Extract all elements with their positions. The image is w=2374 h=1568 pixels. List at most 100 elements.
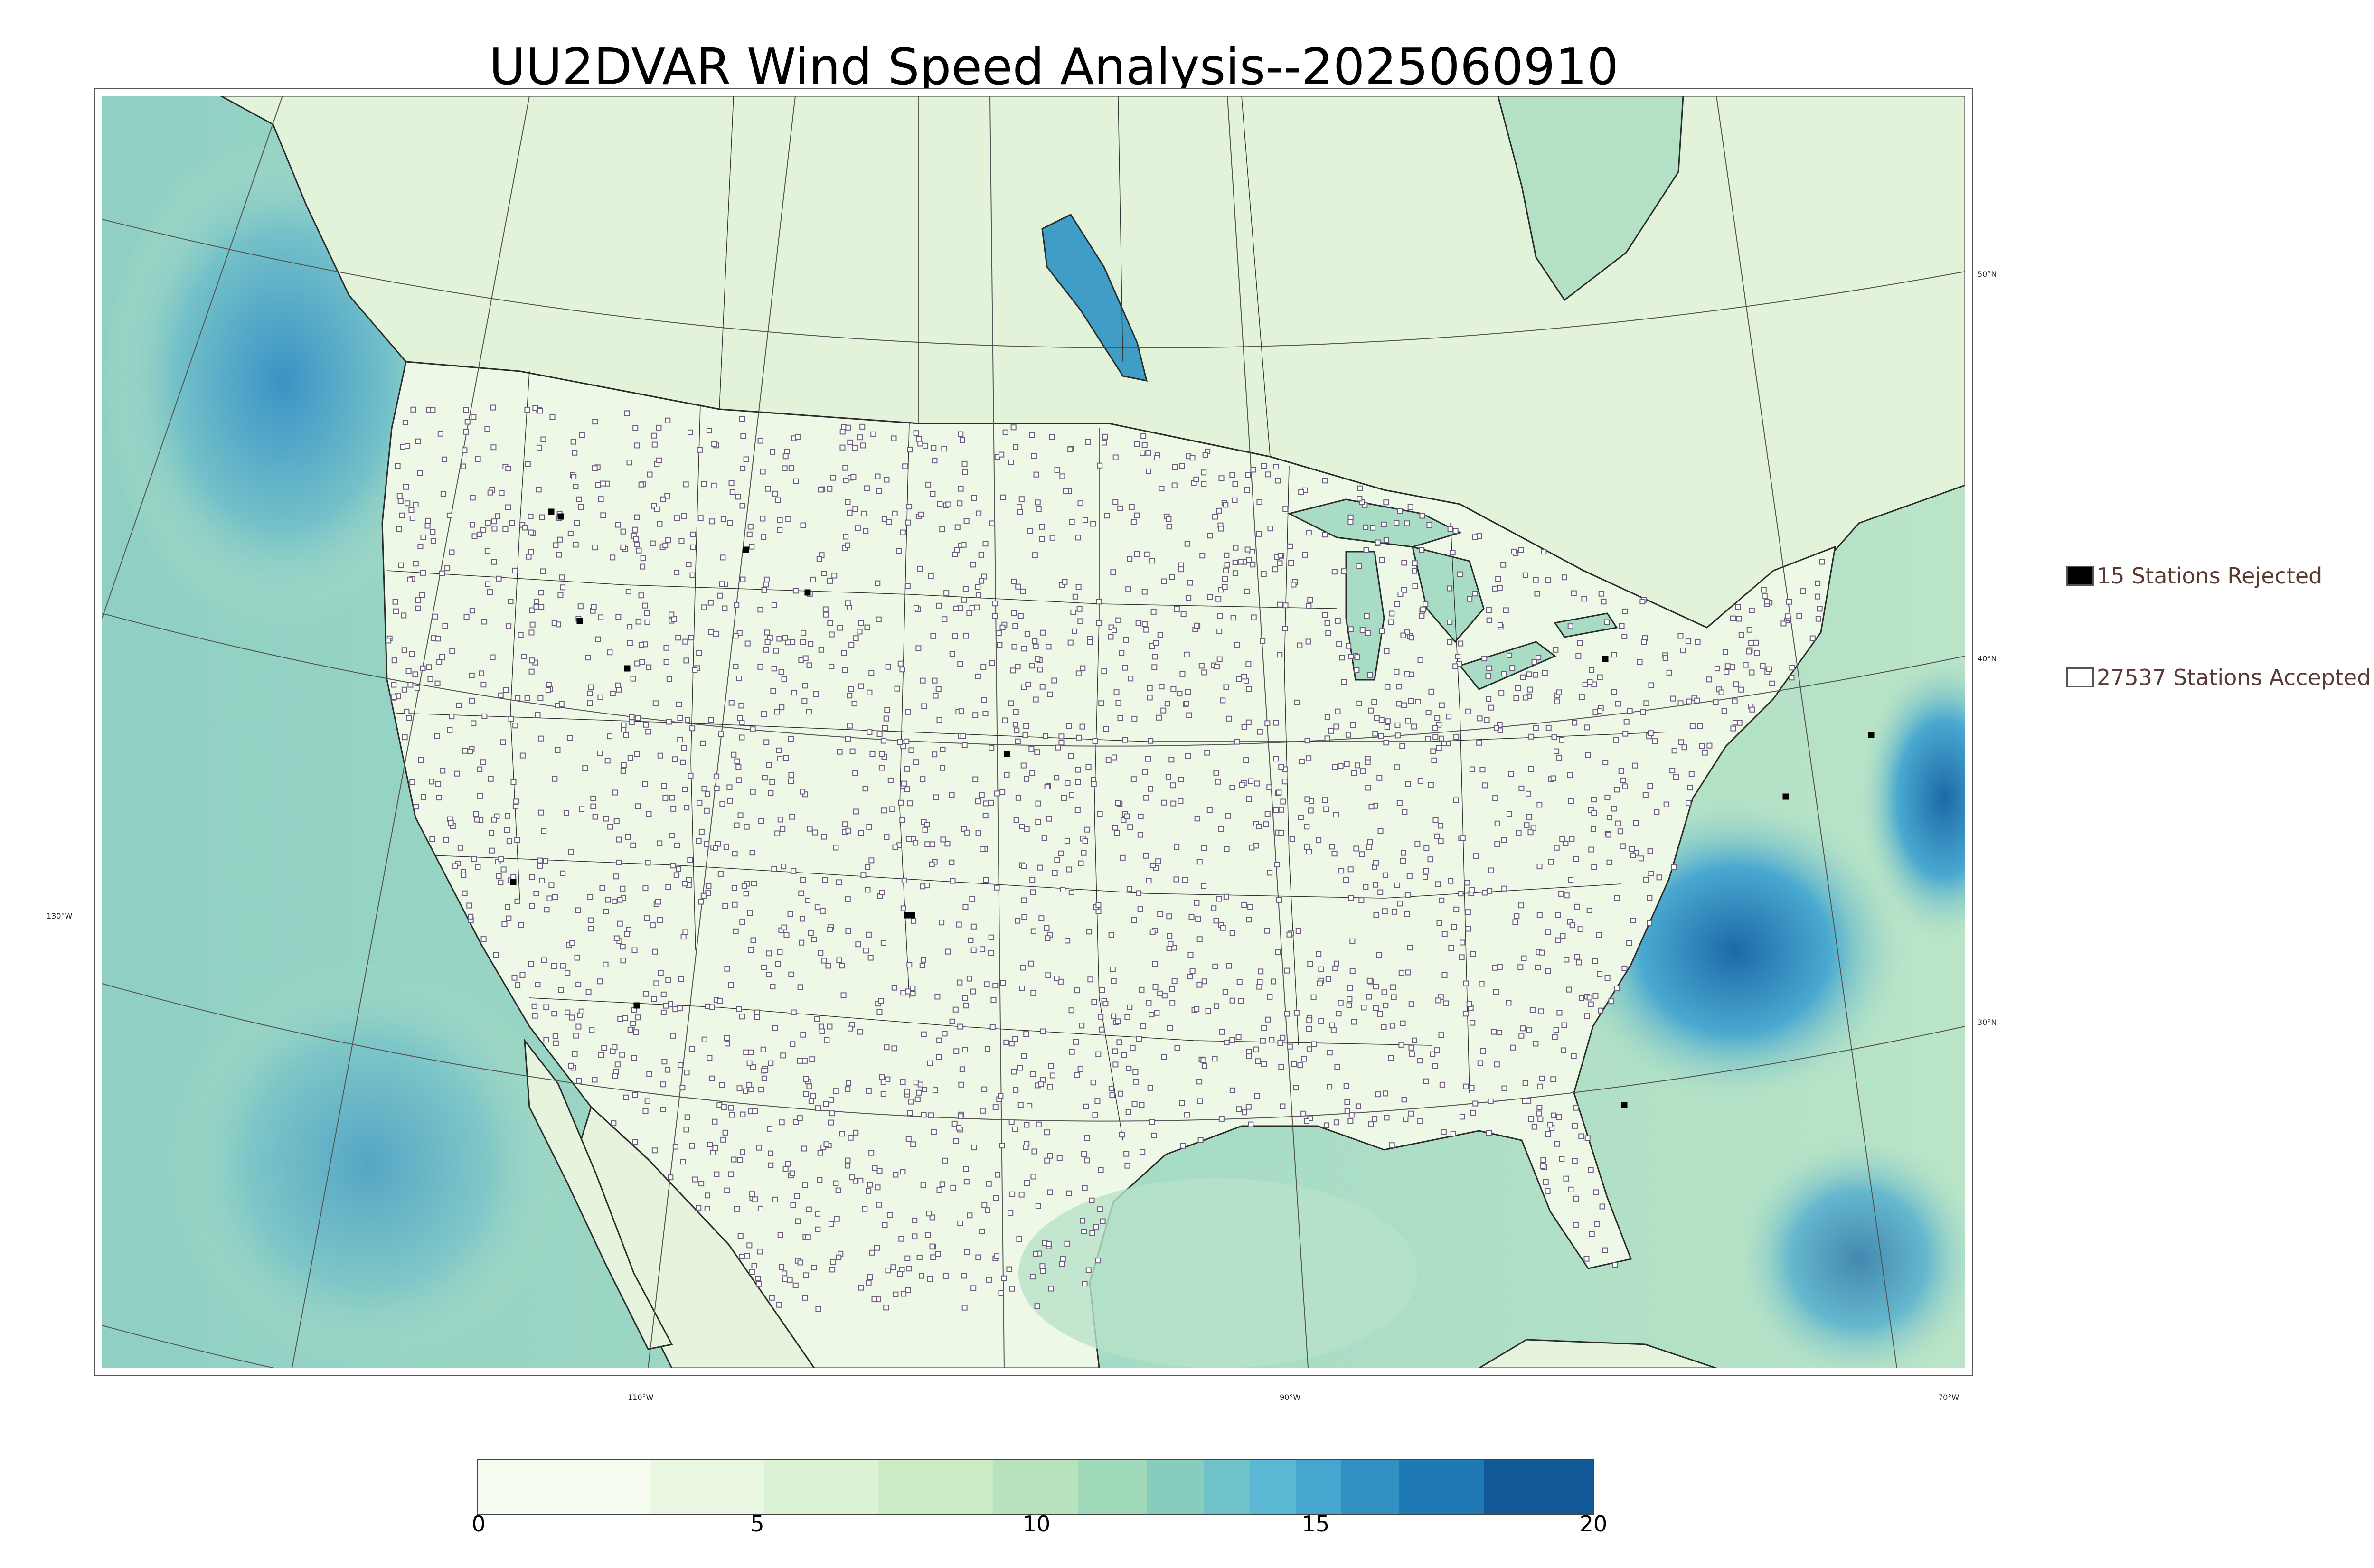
station-accepted-marker [646, 811, 652, 817]
station-accepted-marker [920, 776, 926, 782]
station-accepted-marker [603, 961, 609, 967]
station-accepted-marker [666, 676, 672, 682]
station-accepted-marker [857, 434, 863, 441]
station-accepted-marker [1404, 892, 1411, 898]
station-accepted-marker [1366, 994, 1372, 1000]
station-accepted-marker [999, 789, 1006, 795]
station-accepted-marker [919, 962, 925, 968]
station-accepted-marker [704, 1205, 710, 1211]
station-accepted-marker [1403, 1117, 1409, 1123]
station-accepted-marker [1494, 1061, 1500, 1068]
caribbean-wind-zone [1735, 1136, 1965, 1368]
station-accepted-marker [481, 713, 488, 719]
station-accepted-marker [544, 907, 550, 913]
station-accepted-marker [1493, 724, 1499, 731]
station-accepted-marker [1201, 481, 1207, 487]
station-accepted-marker [1222, 576, 1228, 582]
station-accepted-marker [778, 669, 784, 675]
station-accepted-marker [1470, 1109, 1476, 1116]
station-accepted-marker [731, 751, 737, 758]
station-accepted-marker [1044, 1129, 1050, 1136]
map-panel[interactable] [94, 88, 1973, 1376]
station-accepted-marker [901, 780, 907, 787]
station-accepted-marker [1029, 876, 1036, 883]
station-accepted-marker [827, 578, 833, 584]
station-accepted-marker [743, 891, 749, 897]
station-accepted-marker [1145, 450, 1151, 456]
station-accepted-marker [970, 562, 976, 568]
station-accepted-marker [1533, 577, 1539, 583]
wind-speed-map[interactable] [102, 96, 1965, 1368]
station-accepted-marker [1017, 613, 1024, 619]
station-accepted-marker [1329, 844, 1335, 850]
station-accepted-marker [1112, 825, 1118, 831]
station-accepted-marker [504, 826, 510, 833]
station-accepted-marker [613, 873, 619, 880]
station-accepted-marker [963, 518, 970, 524]
station-accepted-marker [487, 589, 493, 595]
station-accepted-marker [1718, 689, 1724, 695]
lat-label-40n: 40°N [1978, 654, 1997, 663]
station-accepted-marker [1037, 864, 1043, 871]
station-accepted-marker [1331, 851, 1338, 857]
station-accepted-marker [970, 947, 977, 953]
station-accepted-marker [1149, 929, 1156, 935]
station-accepted-marker [535, 712, 541, 718]
station-accepted-marker [1554, 845, 1560, 851]
station-accepted-marker [1573, 856, 1579, 862]
station-accepted-marker [974, 604, 980, 610]
station-accepted-marker [522, 525, 528, 531]
station-accepted-marker [904, 583, 911, 589]
station-accepted-marker [1780, 620, 1787, 627]
station-accepted-marker [902, 463, 908, 469]
station-accepted-marker [663, 659, 669, 665]
station-accepted-marker [789, 814, 795, 820]
station-accepted-marker [1277, 601, 1283, 608]
station-accepted-marker [918, 511, 924, 517]
station-accepted-marker [859, 423, 866, 430]
station-accepted-marker [1408, 698, 1414, 704]
station-accepted-marker [1201, 978, 1207, 985]
station-accepted-marker [1044, 784, 1050, 790]
station-accepted-marker [396, 493, 403, 499]
station-accepted-marker [932, 677, 938, 684]
station-accepted-marker [1029, 663, 1035, 669]
station-accepted-marker [942, 1157, 948, 1164]
station-accepted-marker [1576, 959, 1582, 966]
station-accepted-marker [1068, 1007, 1074, 1014]
station-accepted-marker [688, 1046, 695, 1052]
station-accepted-marker [449, 714, 455, 720]
station-accepted-marker [857, 1029, 864, 1035]
station-accepted-marker [1030, 928, 1036, 934]
station-accepted-marker [848, 1025, 854, 1032]
station-accepted-marker [1585, 752, 1591, 758]
station-accepted-marker [1540, 1163, 1546, 1169]
station-accepted-marker [1481, 656, 1488, 662]
station-accepted-marker [503, 687, 509, 693]
station-accepted-marker [1074, 807, 1081, 813]
station-accepted-marker [1545, 1188, 1551, 1194]
station-accepted-marker [1277, 553, 1283, 559]
station-accepted-marker [1588, 846, 1594, 853]
station-accepted-marker [866, 1188, 872, 1194]
station-accepted-marker [933, 794, 939, 800]
station-accepted-marker [518, 922, 524, 928]
station-accepted-marker [1677, 700, 1684, 706]
station-accepted-marker [783, 755, 789, 761]
station-accepted-marker [1186, 595, 1192, 601]
station-accepted-marker [1078, 860, 1084, 866]
station-accepted-marker [1556, 1010, 1563, 1016]
station-accepted-marker [1277, 1040, 1283, 1046]
station-accepted-marker [727, 520, 733, 526]
station-accepted-marker [770, 984, 776, 990]
station-accepted-marker [1514, 913, 1520, 919]
station-accepted-marker [1115, 1018, 1121, 1024]
station-accepted-marker [484, 426, 490, 432]
station-accepted-marker [929, 841, 935, 847]
station-accepted-marker [630, 1021, 636, 1027]
station-accepted-marker [1401, 1097, 1407, 1103]
station-accepted-marker [821, 958, 827, 964]
station-accepted-marker [1216, 507, 1222, 514]
station-accepted-marker [833, 1088, 839, 1094]
station-accepted-marker [956, 921, 962, 928]
